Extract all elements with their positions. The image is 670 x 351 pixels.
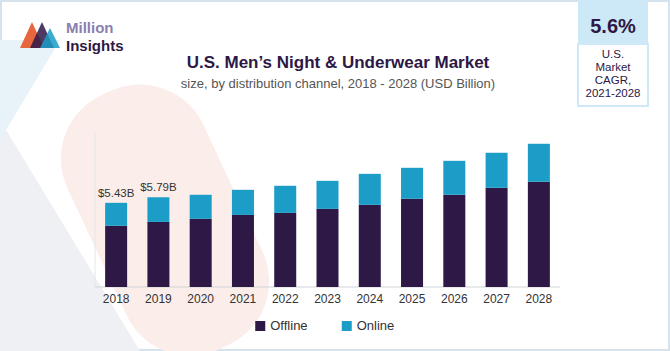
decor-shape bbox=[0, 40, 60, 140]
bar-offline bbox=[274, 213, 296, 287]
cagr-value: 5.6% bbox=[590, 15, 636, 37]
x-tick-label: 2021 bbox=[230, 292, 257, 306]
title: U.S. Men’s Night & Underwear Market bbox=[187, 53, 490, 72]
bar-online bbox=[443, 161, 465, 195]
bar-online bbox=[147, 197, 169, 222]
x-tick-label: 2020 bbox=[187, 292, 214, 306]
x-tick-label: 2022 bbox=[272, 292, 299, 306]
cagr-label: Market bbox=[595, 61, 631, 73]
bar-online bbox=[317, 181, 339, 209]
bar-online bbox=[274, 186, 296, 213]
bar-offline bbox=[486, 188, 508, 287]
annotation: $5.43B bbox=[98, 187, 135, 199]
logo-text: Million bbox=[66, 19, 114, 36]
legend-swatch bbox=[342, 321, 352, 331]
cagr-label: CAGR, bbox=[595, 74, 631, 86]
bar-offline bbox=[317, 209, 339, 287]
bar-online bbox=[401, 168, 423, 199]
bar-offline bbox=[105, 226, 127, 287]
logo: MillionInsights bbox=[20, 19, 124, 54]
cagr-box-bottom bbox=[578, 44, 648, 106]
cagr-box-top bbox=[578, 0, 648, 44]
cagr-box: 5.6% U.S.MarketCAGR,2021-2028 bbox=[578, 0, 648, 106]
bar-offline bbox=[528, 182, 550, 287]
bar-online bbox=[105, 203, 127, 226]
chart: MillionInsights 5.6% U.S.MarketCAGR,2021-2… bbox=[0, 0, 670, 351]
x-tick-label: 2018 bbox=[103, 292, 130, 306]
legend: Offline Online bbox=[255, 318, 394, 333]
logo-text: Insights bbox=[66, 37, 124, 54]
logo-icon bbox=[40, 28, 60, 48]
legend-label: Offline bbox=[270, 318, 307, 333]
bar-offline bbox=[147, 222, 169, 287]
bar-online bbox=[528, 144, 550, 182]
x-tick-label: 2024 bbox=[356, 292, 383, 306]
bar-online bbox=[359, 174, 381, 205]
bar-online bbox=[232, 190, 254, 215]
cagr-label: 2021-2028 bbox=[586, 87, 641, 99]
y-axis-line bbox=[95, 132, 96, 287]
legend-label: Online bbox=[357, 318, 395, 333]
x-tick-label: 2025 bbox=[399, 292, 426, 306]
bar-offline bbox=[190, 219, 212, 287]
x-tick-label: 2019 bbox=[145, 292, 172, 306]
x-tick-label: 2027 bbox=[483, 292, 510, 306]
bars bbox=[105, 144, 550, 287]
x-tick-label: 2023 bbox=[314, 292, 341, 306]
subtitle: size, by distribution channel, 2018 - 20… bbox=[181, 76, 495, 91]
x-tick-label: 2026 bbox=[441, 292, 468, 306]
bar-offline bbox=[359, 205, 381, 287]
decor-shape bbox=[38, 61, 292, 351]
legend-swatch bbox=[255, 321, 265, 331]
bar-online bbox=[190, 195, 212, 219]
bar-online bbox=[486, 153, 508, 188]
bar-offline bbox=[401, 199, 423, 287]
cagr-label: U.S. bbox=[602, 48, 624, 60]
bar-offline bbox=[443, 195, 465, 287]
x-tick-label: 2028 bbox=[526, 292, 553, 306]
annotation: $5.79B bbox=[140, 181, 177, 193]
bar-offline bbox=[232, 215, 254, 287]
